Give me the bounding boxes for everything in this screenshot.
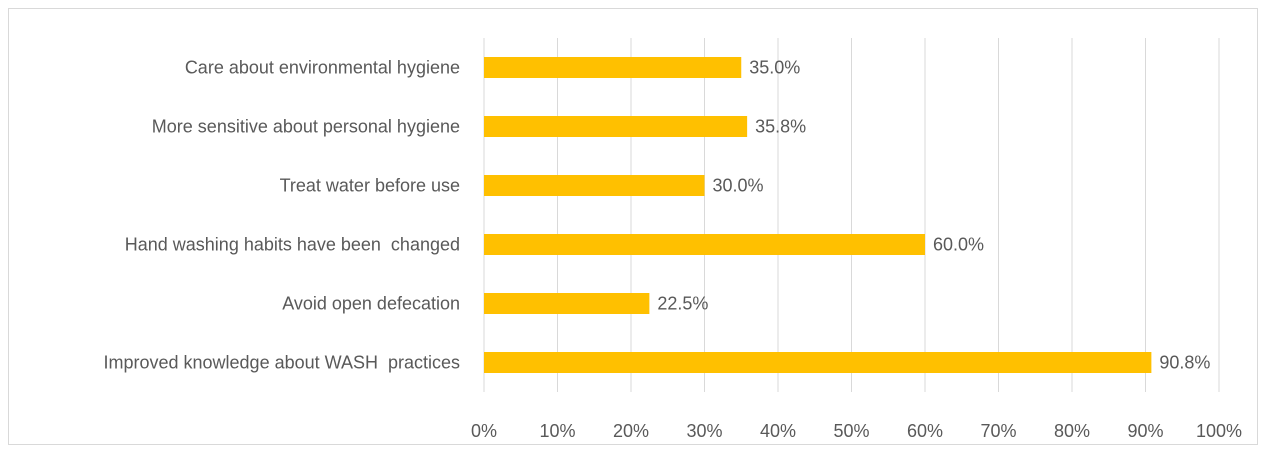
x-tick-label: 100% [1196,421,1242,441]
category-label: Care about environmental hygiene [185,58,460,78]
x-tick-label: 60% [907,421,943,441]
x-tick-label: 30% [686,421,722,441]
bar [484,175,705,196]
x-tick-label: 70% [980,421,1016,441]
category-label: Improved knowledge about WASH practices [103,353,460,373]
x-tick-label: 10% [539,421,575,441]
data-label: 90.8% [1159,353,1210,373]
category-label: More sensitive about personal hygiene [152,117,460,137]
x-axis-tick-labels: 0% 10% 20% 30% 40% 50% 60% 70% 80% 90% 100% [471,421,1242,441]
x-tick-label: 40% [760,421,796,441]
bar [484,293,650,314]
category-label: Avoid open defecation [282,294,460,314]
x-tick-label: 0% [471,421,497,441]
bar [484,352,1152,373]
data-label: 35.8% [755,117,806,137]
data-labels: 35.0% 35.8% 30.0% 60.0% 22.5% 90.8% [657,58,1210,373]
x-tick-label: 80% [1054,421,1090,441]
x-tick-label: 50% [833,421,869,441]
bar [484,57,742,78]
bar [484,234,925,255]
data-label: 30.0% [713,176,764,196]
category-labels: Care about environmental hygiene More sen… [103,58,460,373]
category-label: Treat water before use [280,176,460,196]
data-label: 35.0% [749,58,800,78]
category-label: Hand washing habits have been changed [125,235,460,255]
x-tick-label: 90% [1127,421,1163,441]
gridlines [483,38,1220,392]
data-label: 22.5% [657,294,708,314]
data-label: 60.0% [933,235,984,255]
bar [484,116,748,137]
x-tick-label: 20% [613,421,649,441]
bars [484,57,1152,373]
